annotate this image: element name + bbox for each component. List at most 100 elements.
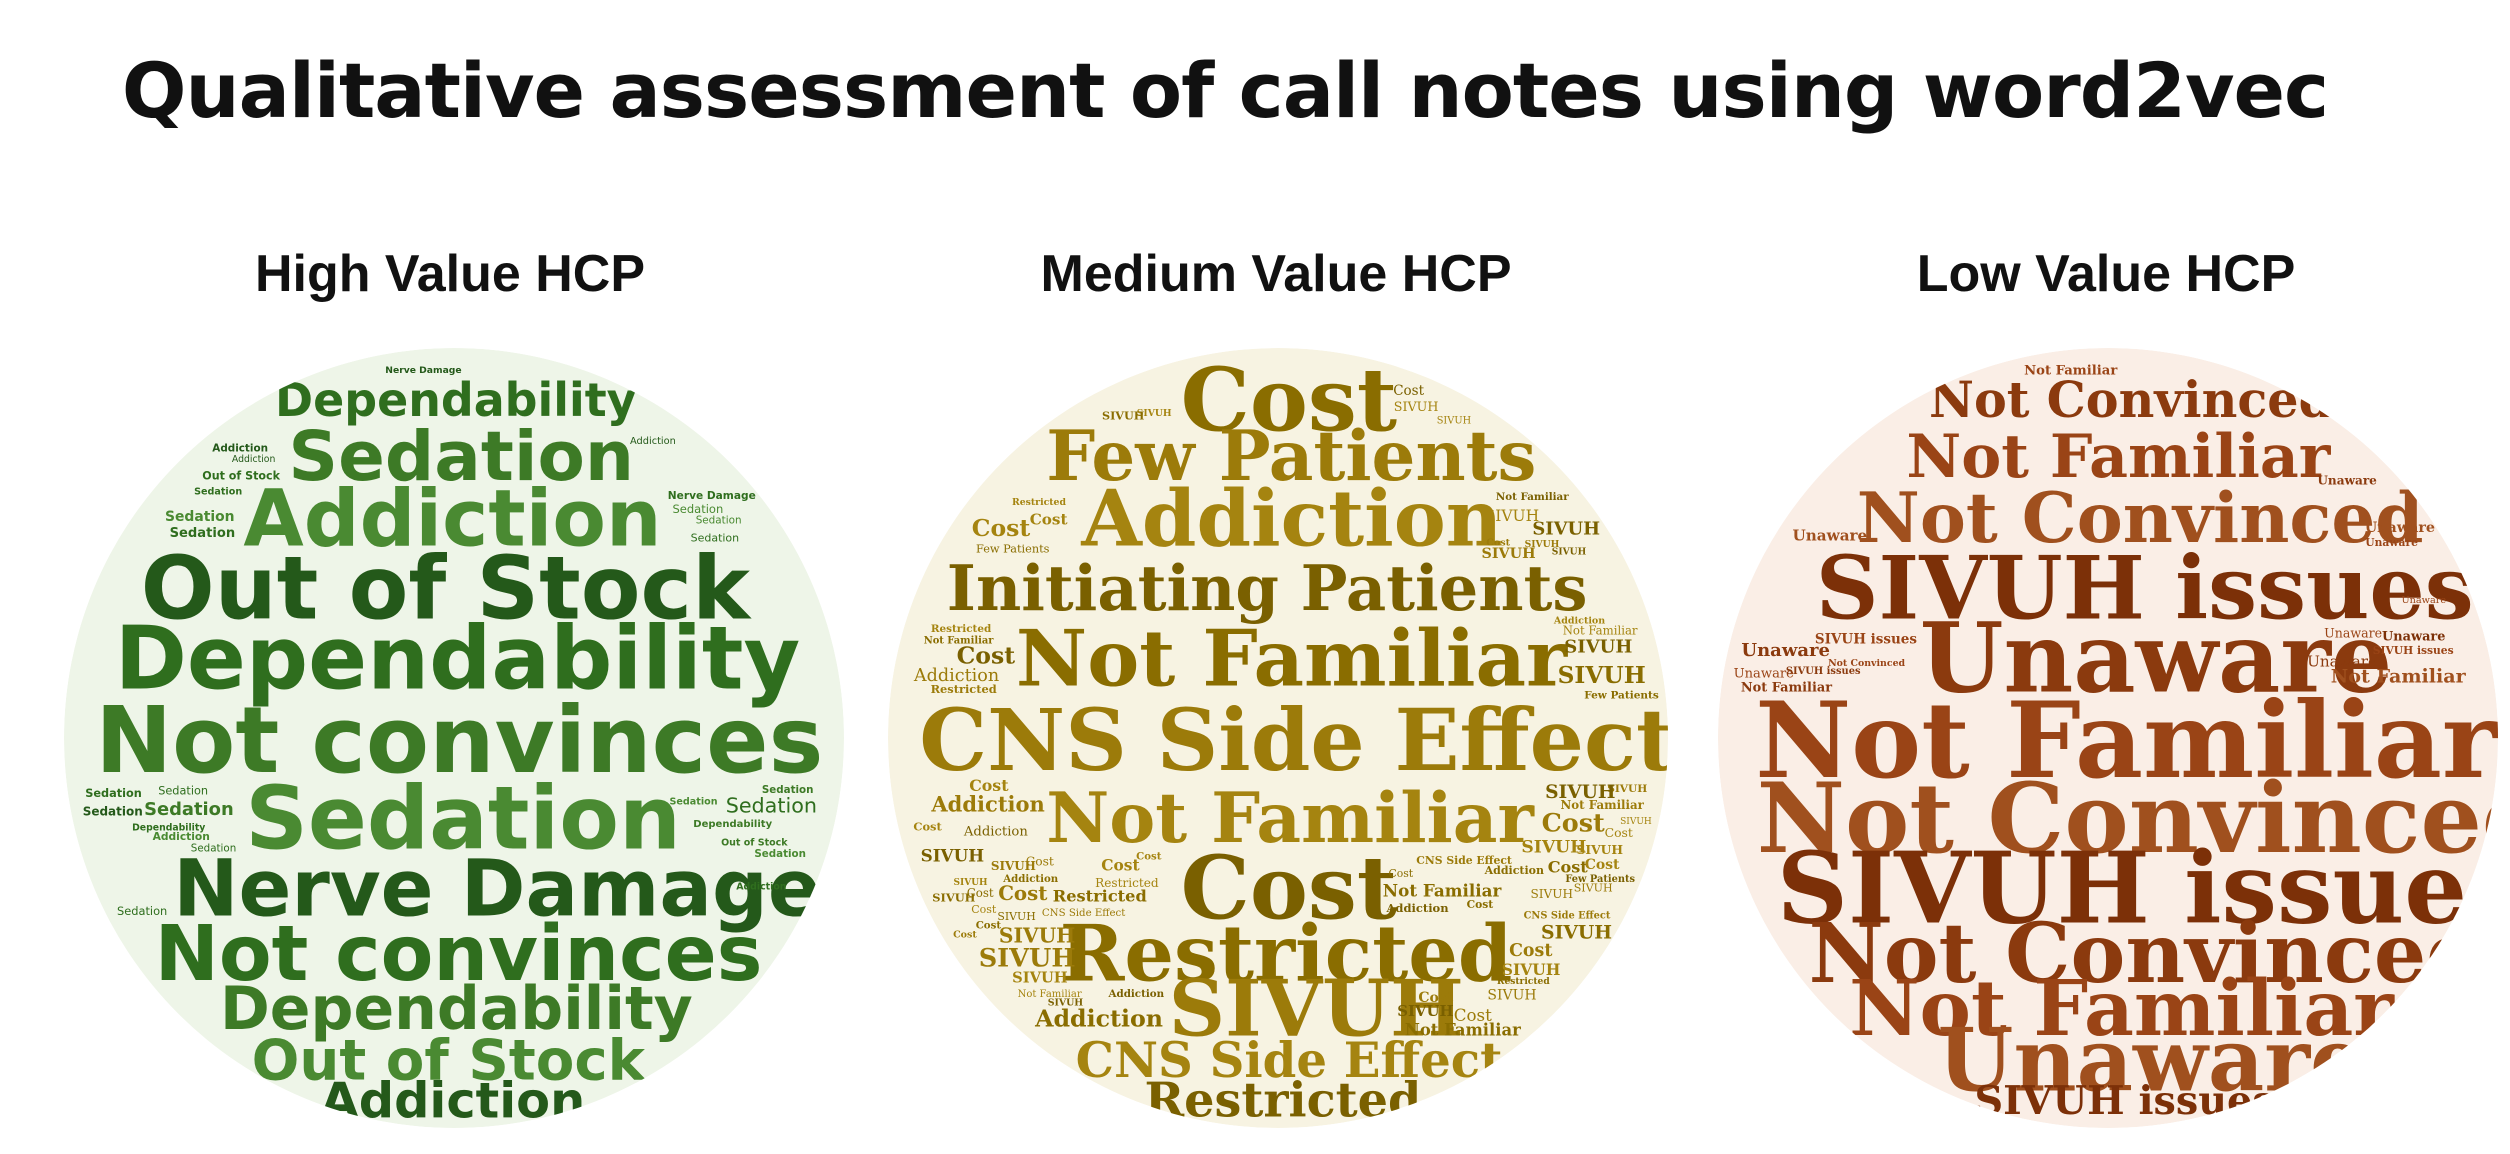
cloud-word: Not Familiar [1563, 624, 1638, 638]
cloud-word: SIVUH [1545, 782, 1615, 803]
word-cloud-high: Dependability Sedation Addiction Out of Sto… [64, 348, 844, 1128]
cloud-word-major: Sedation [245, 767, 681, 869]
cloud-word: Addiction [1002, 873, 1059, 885]
cloud-word: Not Familiar [1383, 880, 1503, 900]
cloud-word: Cost [1389, 867, 1414, 880]
cloud-word: Cost [967, 886, 994, 900]
cloud-word-major: Not Familiar [1849, 964, 2395, 1054]
cloud-background [888, 348, 1668, 1128]
cloud-word: SIVUH [1574, 881, 1613, 894]
cloud-word: Unaware [1741, 640, 1830, 661]
cloud-word: Cost [913, 819, 942, 833]
cloud-word: Cost [1393, 383, 1424, 399]
cloud-word: SIVUH [954, 878, 989, 888]
cloud-word: SIVUH [1525, 539, 1560, 550]
cloud-word: Not Familiar [924, 636, 995, 647]
cloud-word: Sedation [117, 904, 167, 918]
cloud-word: CNS Side Effect [1524, 911, 1611, 922]
cloud-word: SIVUH [1437, 415, 1471, 426]
cloud-word: SIVUH [1558, 662, 1646, 689]
cloud-word-major: Sedation [288, 417, 634, 497]
cloud-word: Sedation [144, 799, 234, 820]
cloud-word-major: Few Patients [1046, 416, 1536, 497]
cloud-word-major: Not Convinced [1809, 906, 2484, 1002]
cloud-word: SIVUH [1620, 817, 1652, 827]
cloud-word: SIVUH [1577, 842, 1624, 857]
cloud-word: Nerve Damage [668, 490, 756, 502]
cloud-word: Dependability [693, 819, 772, 830]
cloud-word-major: Unaware [1920, 602, 2392, 715]
cloud-word-major: SIVUH issues [1777, 831, 2498, 947]
cloud-word: Sedation [670, 796, 718, 807]
cloud-word: Sedation [691, 532, 740, 545]
cloud-word: Cost [1026, 855, 1054, 869]
cloud-word: Not Convinced [1828, 658, 1905, 669]
cloud-word: Cost [1548, 858, 1589, 877]
cloud-word: SIVUH issues [2373, 644, 2454, 657]
cloud-word-major: Unaware [1938, 1009, 2366, 1112]
cloud-word: Unaware [2324, 626, 2382, 641]
cloud-word: Cost [1542, 808, 1605, 838]
cloud-word: CNS Side Effect [1416, 854, 1512, 867]
cloud-word: Sedation [194, 486, 242, 497]
cloud-word: Nerve Damage [385, 365, 461, 376]
cloud-word: SIVUH [1048, 998, 1084, 1009]
cloud-word: Cost [971, 903, 997, 916]
cloud-word: Addiction [212, 443, 268, 455]
cloud-word: Few Patients [1565, 874, 1635, 885]
cloud-word-major: SIVUH issues [1975, 1078, 2275, 1124]
panel-title-medium: Medium Value HCP [1040, 245, 1512, 303]
word-cloud-low: Not Convinced Not Familiar Not Convinced SI… [1718, 348, 2498, 1128]
cloud-word: Addiction [1553, 616, 1605, 627]
cloud-word: SIVUH [1394, 399, 1439, 414]
cloud-word: Cost [1486, 538, 1510, 549]
cloud-word: SIVUH [979, 943, 1076, 973]
cloud-word: Unaware [2317, 474, 2377, 488]
cloud-word-major: SIVUH issues [1816, 536, 2474, 639]
cloud-word: Addiction [930, 792, 1044, 817]
cloud-word-major: Not Convinced [1757, 761, 2498, 875]
cloud-word: Dependability [132, 822, 205, 833]
cloud-word: SIVUH [932, 890, 975, 904]
cloud-word: Not Familiar [2024, 363, 2118, 378]
cloud-word-major: Nerve Damage [173, 844, 821, 934]
cloud-word: Cost [1509, 941, 1552, 961]
page-title: Qualitative assessment of call notes usi… [121, 46, 2329, 135]
cloud-word: SIVUH [1485, 507, 1540, 525]
cloud-word-major: Restricted [1145, 1073, 1422, 1128]
cloud-word: Not Familiar [1741, 681, 1832, 696]
cloud-word: Few Patients [976, 543, 1050, 556]
cloud-word: SIVUH [921, 845, 985, 865]
cloud-word: Not Familiar [1018, 989, 1082, 1000]
panel-title-high: High Value HCP [254, 245, 646, 303]
cloud-word: SIVUH [1102, 408, 1145, 422]
cloud-word-major: Restricted [1060, 908, 1513, 999]
cloud-word: Cost [972, 514, 1031, 542]
cloud-word: Sedation [85, 787, 142, 800]
cloud-word-major: Not Familiar [1046, 778, 1535, 859]
cloud-word: Sedation [754, 848, 806, 860]
cloud-background [64, 348, 844, 1128]
cloud-word-major: Dependability [115, 607, 800, 709]
panel-title-low: Low Value HCP [1916, 245, 2296, 303]
cloud-word: Unaware [2307, 653, 2377, 671]
cloud-word: Addiction [232, 454, 276, 465]
cloud-word: SIVUH [1521, 837, 1586, 857]
cloud-word-major: Dependability [275, 373, 637, 427]
cloud-word: Not Familiar [1405, 1021, 1521, 1040]
cloud-word: Cost [969, 776, 1009, 795]
cloud-word-major: CNS Side Effect [1076, 1033, 1503, 1089]
cloud-word: Addiction [963, 825, 1028, 840]
cloud-word: Restricted [1095, 876, 1159, 890]
cloud-word: SIVUH [999, 924, 1075, 948]
cloud-word: Cost [1418, 990, 1453, 1006]
cloud-word-major: Cost [1181, 837, 1397, 940]
cloud-word: SIVUH [1487, 988, 1536, 1004]
cloud-word: Cost [957, 642, 1016, 670]
cloud-word: Restricted [931, 623, 992, 635]
cloud-word: Unaware [2382, 629, 2445, 644]
cloud-word-major: Not Convinced [1857, 478, 2424, 559]
cloud-word: SIVUH [1532, 519, 1600, 540]
